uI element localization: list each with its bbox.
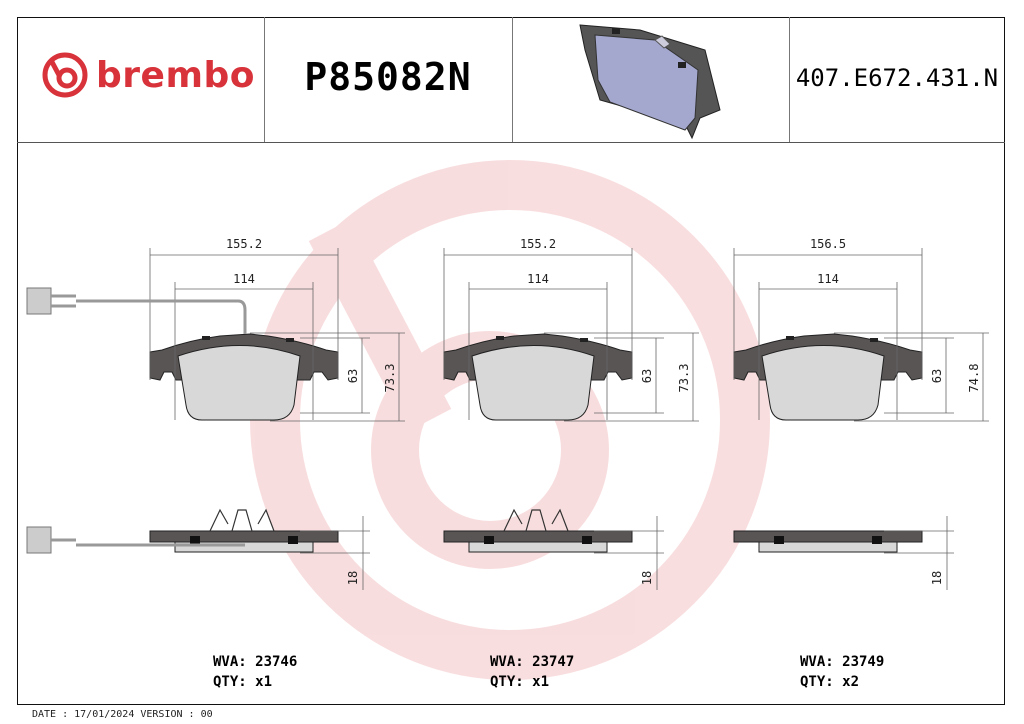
side-friction-material <box>468 541 608 553</box>
brembo-logo: brembo <box>40 50 255 100</box>
brake-pad-drawing: 155.2 114 63 73.3 18 <box>443 237 699 590</box>
quantity: QTY: x2 <box>800 674 860 690</box>
friction-material <box>471 345 595 421</box>
dimension-thickness: 18 <box>640 571 654 585</box>
dimension-height-outer: 73.3 <box>677 364 691 393</box>
dimension-thickness: 18 <box>346 571 360 585</box>
dimension-width-outer: 156.5 <box>810 237 846 251</box>
brake-pad-drawing: 155.2 114 63 73.3 18 <box>26 237 405 590</box>
pad-info-1: WVA: 23746 QTY: x1 <box>213 652 297 692</box>
side-friction-material <box>758 541 898 553</box>
quantity: QTY: x1 <box>213 674 273 690</box>
side-backing-plate <box>149 530 339 543</box>
side-friction-material <box>174 541 314 553</box>
date-version: DATE : 17/01/2024 VERSION : 00 <box>32 709 213 720</box>
drawing-frame <box>17 17 1005 705</box>
brand-name: brembo <box>96 54 255 96</box>
brake-pad-image <box>579 24 721 140</box>
dimension-width-inner: 114 <box>817 272 839 286</box>
sensor-connector-side <box>26 526 52 554</box>
wva-number: WVA: 23749 <box>800 654 885 670</box>
clip-spring <box>503 508 569 532</box>
dimension-width-outer: 155.2 <box>520 237 556 251</box>
dimension-height-outer: 73.3 <box>383 364 397 393</box>
brake-pad-drawing: 156.5 114 63 74.8 18 <box>733 237 989 590</box>
sensor-connector <box>26 287 52 315</box>
dimension-thickness: 18 <box>930 571 944 585</box>
divider <box>512 17 513 142</box>
clip-spring <box>209 508 275 532</box>
part-number: P85082N <box>304 55 472 99</box>
dimension-height-inner: 63 <box>930 369 944 383</box>
dimension-width-outer: 155.2 <box>226 237 262 251</box>
brembo-logo-icon <box>42 52 88 98</box>
dimension-width-inner: 114 <box>527 272 549 286</box>
side-backing-plate <box>733 530 923 543</box>
friction-material <box>761 345 885 421</box>
pad-info-2: WVA: 23747 QTY: x1 <box>490 652 574 692</box>
divider <box>264 17 265 142</box>
wva-number: WVA: 23747 <box>490 654 575 670</box>
divider <box>789 17 790 142</box>
dimension-height-inner: 63 <box>640 369 654 383</box>
dimension-width-inner: 114 <box>233 272 255 286</box>
quantity: QTY: x1 <box>490 674 550 690</box>
title-block <box>17 17 1005 143</box>
pad-info-3: WVA: 23749 QTY: x2 <box>800 652 884 692</box>
oem-reference: 407.E672.431.N <box>795 64 999 92</box>
wva-number: WVA: 23746 <box>213 654 298 670</box>
side-backing-plate <box>443 530 633 543</box>
dimension-height-outer: 74.8 <box>967 364 981 393</box>
friction-material <box>177 345 301 421</box>
dimension-height-inner: 63 <box>346 369 360 383</box>
